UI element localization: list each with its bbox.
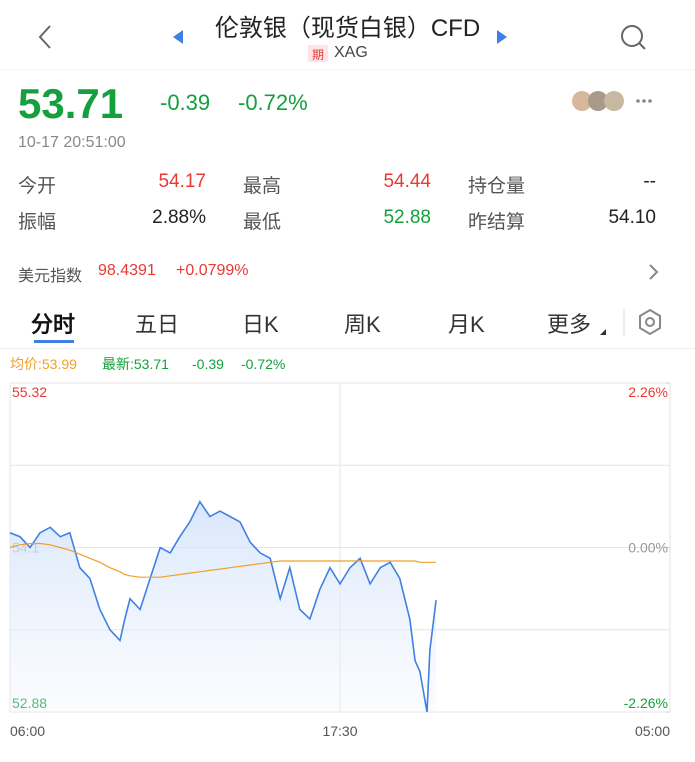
legend-last: 最新:53.71	[102, 356, 169, 372]
y2-tick-label: 2.26%	[628, 384, 668, 400]
chart: 均价:53.99 最新:53.71 -0.39 -0.72% 06:00 17:3…	[9, 356, 671, 739]
stat-value: 54.10	[608, 207, 656, 228]
change-pct: -0.72%	[238, 90, 308, 115]
y2-tick-label: -2.26%	[624, 695, 668, 711]
next-button[interactable]	[497, 30, 507, 44]
back-button[interactable]	[38, 25, 51, 49]
tab-extras	[600, 308, 661, 336]
average-line	[9, 542, 437, 578]
avatars[interactable]	[570, 88, 660, 114]
stat-value: --	[643, 171, 656, 192]
stat-label: 今开	[18, 176, 57, 197]
change: -0.39	[160, 90, 211, 115]
legend-avg: 均价:53.99	[10, 356, 77, 372]
stat-label: 振幅	[18, 212, 57, 233]
index-label[interactable]: 美元指数	[18, 268, 83, 285]
y2-tick-label: 0.00%	[628, 540, 668, 556]
header-icons	[0, 25, 695, 70]
legend-change-pct: -0.72%	[241, 356, 285, 372]
x-tick-label: 06:00	[10, 723, 45, 739]
tab[interactable]: 五日	[135, 312, 180, 337]
prev-button[interactable]	[173, 30, 183, 44]
x-tick-label: 17:30	[322, 723, 357, 739]
tab-indicator	[34, 340, 74, 343]
price-line	[9, 500, 437, 713]
title: 伦敦银（现货白银）CFD	[214, 15, 481, 42]
stat-value: 2.88%	[152, 207, 206, 228]
stat-value: 52.88	[383, 207, 431, 228]
tag-bg	[308, 45, 328, 62]
index-value: 98.4391	[98, 262, 156, 279]
index-arrow[interactable]	[645, 262, 661, 282]
settings-button[interactable]	[639, 308, 661, 336]
stat-label: 最低	[243, 212, 282, 233]
tab[interactable]: 周K	[344, 312, 381, 337]
index-change: +0.0799%	[176, 262, 249, 279]
tab[interactable]: 月K	[448, 312, 485, 337]
stat-label: 持仓量	[468, 176, 526, 197]
search-handle	[638, 42, 646, 50]
stat-label: 最高	[243, 176, 282, 197]
legend-change: -0.39	[192, 356, 224, 372]
stat-value: 54.44	[383, 171, 431, 192]
price: 53.71	[18, 80, 124, 127]
symbol: XAG	[334, 44, 368, 61]
stat-label: 昨结算	[468, 212, 526, 233]
search-button[interactable]	[621, 25, 643, 47]
tab[interactable]: 分时	[31, 312, 76, 337]
y-tick-label: 55.32	[12, 384, 47, 400]
divider	[0, 348, 695, 349]
tag: 期	[311, 48, 324, 62]
price-area	[10, 501, 437, 712]
stat-value: 54.17	[158, 171, 206, 192]
x-tick-label: 05:00	[635, 723, 670, 739]
tab[interactable]: 日K	[242, 312, 279, 337]
quote-time: 10-17 20:51:00	[18, 134, 126, 151]
tab[interactable]: 更多	[547, 312, 592, 337]
